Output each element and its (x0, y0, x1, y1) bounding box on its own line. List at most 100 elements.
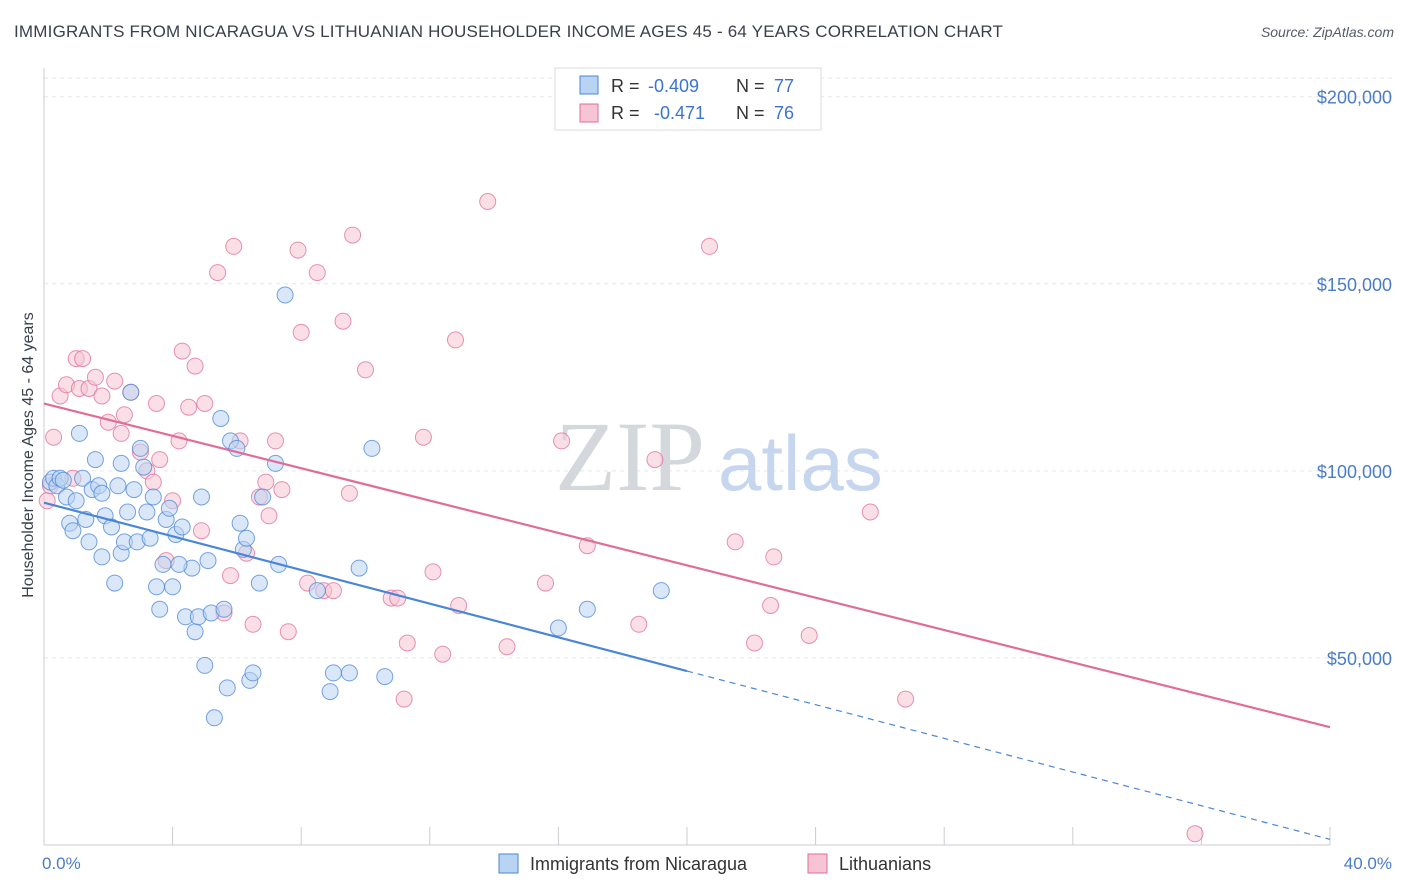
nicaragua-point-65 (321, 683, 339, 701)
y-tick-label-2: $150,000 (1317, 275, 1392, 295)
nicaragua-point-69 (363, 439, 381, 457)
lithuanian-point-42 (279, 623, 297, 641)
lithuanian-point-63 (498, 638, 516, 656)
lithuanian-point-29 (196, 395, 214, 412)
nicaragua-point-33 (151, 600, 169, 618)
nicaragua-point-64 (308, 582, 326, 600)
nicaragua-point-58 (244, 664, 262, 682)
trend-line-lithuanian (43, 402, 1331, 729)
lithuanian-point-74 (800, 627, 818, 644)
lithuanian-point-0 (38, 492, 56, 510)
y-tick-label-1: $100,000 (1317, 462, 1392, 482)
nicaragua-point-56 (238, 529, 255, 547)
lithuanian-point-10 (86, 368, 104, 386)
lithuanian-point-65 (553, 432, 571, 450)
nicaragua-point-16 (93, 548, 111, 566)
lithuanian-point-20 (148, 395, 165, 412)
nicaragua-point-9 (70, 424, 88, 442)
nicaragua-point-25 (125, 481, 143, 499)
y-axis-label: Householder Income Ages 45 - 64 years (20, 312, 37, 598)
nicaragua-point-45 (199, 552, 217, 570)
x-tick-labels: 0.0% 40.0% (42, 854, 1392, 873)
nicaragua-point-48 (205, 709, 223, 727)
nicaragua-point-29 (138, 503, 156, 521)
nicaragua-point-72 (578, 600, 596, 618)
lithuanian-point-64 (537, 574, 554, 592)
chart-title: IMMIGRANTS FROM NICARAGUA VS LITHUANIAN … (14, 22, 1004, 41)
series-lithuanians-points (38, 193, 1204, 843)
legend-r-value-2: -0.471 (654, 103, 705, 123)
lithuanian-point-41 (273, 481, 291, 499)
lithuanian-point-15 (115, 406, 133, 424)
nicaragua-point-37 (164, 578, 182, 596)
nicaragua-point-10 (74, 469, 92, 487)
lithuanian-point-14 (112, 424, 130, 442)
nicaragua-point-4 (54, 471, 72, 489)
lithuanian-point-21 (151, 451, 169, 469)
lithuanian-point-67 (630, 615, 648, 633)
lithuanian-point-73 (765, 548, 783, 566)
trend-line-nicaragua (43, 501, 688, 673)
lithuanian-point-30 (209, 264, 227, 282)
nicaragua-point-74 (93, 484, 111, 502)
nicaragua-point-73 (652, 582, 670, 600)
lithuanian-point-48 (324, 582, 342, 600)
lithuanian-point-60 (447, 331, 464, 349)
lithuanian-point-77 (1186, 825, 1204, 843)
lithuanian-point-25 (173, 342, 191, 360)
legend-box: R = -0.409 N = 77 R = -0.471 N = 76 (554, 67, 822, 131)
legend-swatch-blue (579, 75, 599, 95)
nicaragua-point-42 (186, 623, 204, 641)
lithuanian-point-58 (424, 563, 442, 581)
legend-n-label-1: N = (736, 76, 765, 96)
nicaragua-point-67 (340, 664, 358, 682)
nicaragua-point-66 (324, 664, 342, 682)
nicaragua-point-46 (196, 656, 214, 674)
nicaragua-point-23 (119, 503, 137, 521)
lithuanian-point-43 (289, 241, 307, 259)
lithuanian-point-44 (292, 323, 310, 341)
nicaragua-point-20 (109, 477, 127, 495)
lithuanian-point-52 (357, 361, 374, 379)
nicaragua-point-50 (215, 600, 233, 618)
lithuanian-point-57 (414, 428, 432, 446)
lithuanian-point-33 (225, 237, 243, 255)
y-tick-label-0: $50,000 (1327, 649, 1392, 669)
nicaragua-point-32 (148, 578, 165, 596)
legend-n-value-1: 77 (774, 76, 794, 96)
nicaragua-point-63 (276, 286, 294, 304)
nicaragua-point-75 (112, 454, 130, 472)
lithuanian-point-40 (267, 432, 284, 450)
lithuanian-point-54 (389, 589, 407, 607)
lithuanian-point-76 (897, 690, 915, 708)
legend-swatch-pink (579, 103, 599, 123)
trend-lines (43, 402, 1331, 840)
lithuanian-point-28 (193, 522, 210, 540)
x-tick-label-1: 40.0% (1344, 854, 1392, 873)
nicaragua-point-12 (80, 533, 98, 551)
nicaragua-point-34 (154, 555, 172, 573)
lithuanian-point-38 (257, 473, 275, 491)
nicaragua-point-28 (135, 458, 153, 476)
lithuanian-point-19 (144, 473, 162, 491)
grid-lines (44, 77, 1394, 659)
source-label: Source: ZipAtlas.com (1260, 24, 1394, 40)
nicaragua-point-8 (67, 492, 85, 510)
lithuanian-point-46 (308, 264, 326, 282)
watermark-atlas: atlas (718, 419, 883, 507)
bottom-legend-swatch-pink (807, 853, 828, 874)
series-nicaragua-points (41, 286, 670, 727)
nicaragua-point-31 (144, 488, 162, 506)
lithuanian-point-69 (701, 237, 718, 255)
nicaragua-point-71 (549, 619, 567, 637)
nicaragua-point-36 (160, 499, 178, 517)
nicaragua-point-24 (122, 383, 140, 401)
legend-n-value-2: 76 (774, 103, 794, 123)
nicaragua-point-51 (218, 679, 236, 697)
lithuanian-point-2 (45, 428, 63, 446)
lithuanian-point-50 (340, 484, 358, 502)
bottom-legend-swatch-blue (498, 853, 519, 874)
y-tick-labels: $50,000 $100,000 $150,000 $200,000 (1317, 88, 1392, 669)
nicaragua-point-39 (173, 518, 191, 536)
nicaragua-point-70 (376, 668, 394, 686)
